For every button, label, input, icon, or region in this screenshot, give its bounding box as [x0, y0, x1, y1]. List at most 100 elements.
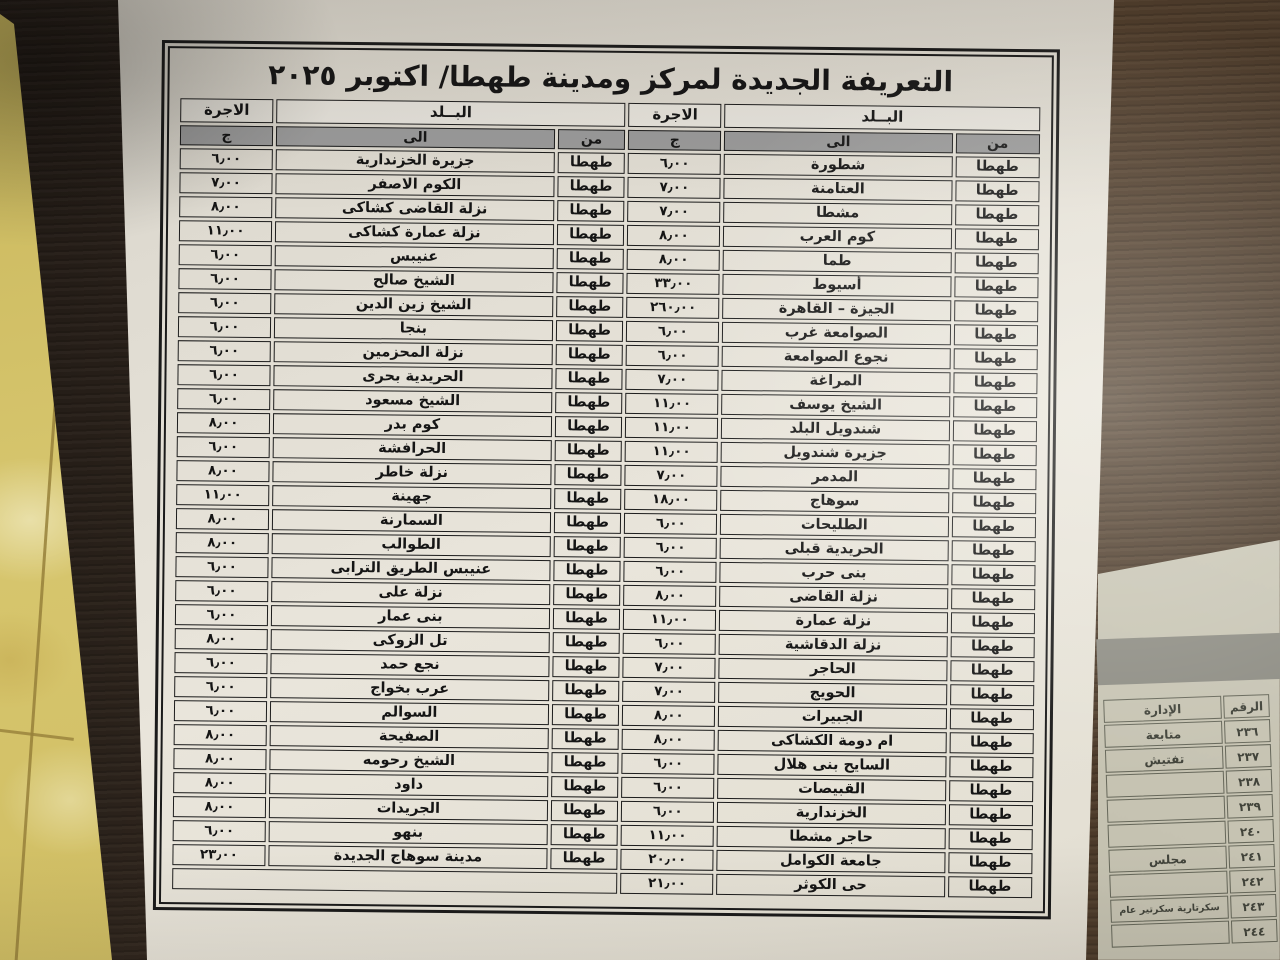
side-row: ٢٤١ مجلس: [1108, 843, 1276, 873]
from-cell: طهطا: [557, 176, 626, 198]
fare-cell: ١١٫٠٠: [623, 608, 717, 631]
from-cell: طهطا: [551, 728, 620, 750]
from-cell: طهطا: [550, 776, 619, 798]
fare-cell: ٨٫٠٠: [627, 224, 721, 247]
side-number-cell: ٢٤١: [1228, 843, 1276, 869]
from-cell: طهطا: [955, 156, 1040, 179]
from-cell: طهطا: [952, 444, 1037, 467]
from-cell: طهطا: [551, 752, 619, 774]
to-cell: الصوامعة غرب: [722, 321, 951, 346]
fare-cell: ١١٫٠٠: [176, 484, 270, 507]
fare-cell: ٧٫٠٠: [625, 368, 719, 391]
to-cell: نزلة عمارة: [719, 609, 948, 634]
from-cell: طهطا: [550, 800, 619, 822]
to-cell: بنى عمار: [270, 605, 550, 630]
from-cell: طهطا: [948, 828, 1033, 851]
from-cell: طهطا: [557, 152, 626, 174]
fare-cell: ٨٫٠٠: [622, 704, 716, 727]
to-cell: شندويل البلد: [721, 417, 950, 442]
fare-cell: ٦٫٠٠: [177, 316, 272, 339]
fare-cell: ٦٫٠٠: [626, 320, 720, 343]
side-number-cell: ٢٣٨: [1225, 769, 1273, 794]
to-cell: العتامنة: [723, 177, 953, 202]
fare-cell: ٦٫٠٠: [173, 700, 268, 723]
to-cell: الجريدات: [268, 797, 548, 822]
side-row: ٢٤٤: [1111, 918, 1278, 948]
fare-cell: ١١٫٠٠: [625, 440, 719, 463]
from-cell: طهطا: [551, 680, 620, 702]
document-frame-inner: التعريفة الجديدة لمركز ومدينة طهطا/ اكتو…: [158, 46, 1054, 914]
subheader-to-cell: الى: [724, 130, 953, 154]
fare-cell: ٨٫٠٠: [173, 724, 267, 747]
side-table: الرقم الإدارة ٢٣٦ متابعة ٢٣٧ تفتيش ٢٣٨ ٢٣٩ ٢٤٠…: [1101, 692, 1280, 950]
fare-cell: ٦٫٠٠: [175, 556, 269, 579]
document-sheet: التعريفة الجديدة لمركز ومدينة طهطا/ اكتو…: [152, 40, 1060, 920]
side-number-cell: ٢٤٤: [1230, 918, 1278, 944]
to-cell: الشيخ زين الدين: [274, 293, 554, 318]
fare-cell: ٧٫٠٠: [179, 172, 273, 195]
to-cell: بنى حرب: [719, 561, 949, 586]
to-cell: الشيخ رحومه: [269, 749, 549, 774]
subheader-currency-cell: ج: [628, 129, 722, 151]
fare-cell: ٦٫٠٠: [175, 580, 269, 603]
subheader-to-cell: الى: [275, 126, 555, 150]
fare-cell: ٦٫٠٠: [624, 512, 718, 535]
fare-cell: ٦٫٠٠: [177, 364, 271, 387]
to-cell: الحويج: [718, 681, 947, 706]
fare-header-cell: الاجرة: [628, 102, 722, 128]
to-cell: مدينة سوهاج الجديدة: [268, 845, 548, 870]
fare-cell: ٢٣٫٠٠: [172, 844, 266, 867]
side-admin-cell: تفتيش: [1104, 745, 1224, 773]
from-cell: طهطا: [554, 392, 623, 414]
from-cell: طهطا: [951, 516, 1037, 539]
fare-cell: ٨٫٠٠: [622, 728, 716, 751]
to-cell: الخزندارية: [717, 801, 946, 826]
from-cell: طهطا: [554, 464, 622, 486]
from-cell: طهطا: [556, 272, 625, 294]
fare-table-header: البــلد الاجرة البــلد الاجرة من الى ج م…: [179, 98, 1041, 155]
side-number-header-cell: الرقم: [1223, 694, 1270, 719]
side-number-cell: ٢٣٧: [1224, 744, 1272, 769]
to-cell: مشطا: [723, 201, 952, 226]
side-row: ٢٤٣ سكرتارية سكرتير عام: [1110, 893, 1277, 923]
fare-cell: ١١٫٠٠: [178, 220, 273, 243]
to-cell: نزلة على: [271, 581, 551, 606]
fare-cell: ١١٫٠٠: [625, 392, 719, 415]
from-cell: طهطا: [555, 320, 624, 342]
fare-cell: ٢٠٫٠٠: [620, 848, 714, 871]
fare-cell: ٦٫٠٠: [177, 340, 271, 363]
fare-cell: ٦٫٠٠: [623, 560, 717, 583]
to-cell: تل الزوكى: [270, 629, 550, 654]
to-cell: شطورة: [723, 153, 953, 178]
from-cell: طهطا: [948, 804, 1034, 827]
fare-cell: ٨٫٠٠: [175, 508, 270, 531]
to-cell: الحريدية قبلى: [719, 537, 949, 562]
to-cell: الحرافشة: [272, 437, 552, 462]
from-cell: طهطا: [553, 536, 622, 558]
from-cell: طهطا: [951, 468, 1037, 491]
to-cell: جزيرة الخزندارية: [275, 149, 555, 174]
fare-cell: ٧٫٠٠: [622, 656, 716, 679]
fare-cell: ٢١٫٠٠: [620, 872, 714, 895]
fare-cell: ١٨٫٠٠: [624, 488, 718, 511]
fare-cell: ١١٫٠٠: [621, 824, 715, 847]
to-cell: عرب بخواج: [270, 677, 550, 702]
side-admin-cell: [1106, 795, 1226, 823]
side-admin-cell: مجلس: [1108, 845, 1228, 873]
side-document-header-band: [1096, 632, 1280, 686]
from-cell: طهطا: [553, 488, 622, 510]
fare-cell: ٦٫٠٠: [178, 292, 272, 315]
fare-header-cell: الاجرة: [180, 98, 274, 124]
to-cell: داود: [269, 773, 549, 798]
to-cell: الطوالب: [271, 533, 551, 558]
to-cell: الشيخ صالح: [274, 269, 554, 294]
fare-cell: ٨٫٠٠: [627, 248, 721, 271]
fare-cell: ٦٫٠٠: [178, 268, 272, 291]
side-number-cell: ٢٣٦: [1223, 719, 1271, 744]
side-row: ٢٤٢: [1109, 868, 1276, 898]
side-row: ٢٣٧ تفتيش: [1104, 744, 1272, 773]
empty-cell: [172, 868, 618, 894]
document-frame-outer: التعريفة الجديدة لمركز ومدينة طهطا/ اكتو…: [152, 40, 1060, 920]
